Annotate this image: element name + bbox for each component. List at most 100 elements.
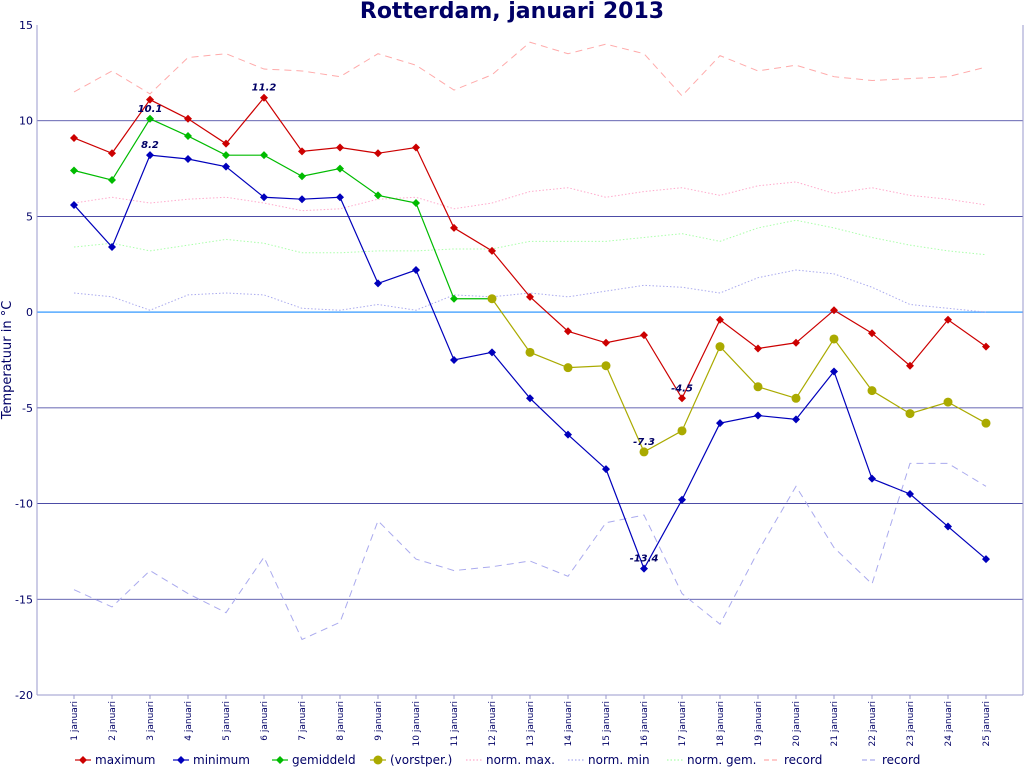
x-tick-label: 14 januari [564,701,574,746]
series-line-vorstper [491,298,987,453]
data-point-minimum [906,490,914,498]
data-point-vorstper [943,397,953,407]
x-tick-label: 10 januari [412,701,422,746]
x-tick-label: 23 januari [906,701,916,746]
y-tick-labels: 15 10 5 0 -5 -10 -15 -20 [15,19,33,702]
data-point-maximum [640,331,648,340]
legend-item-vorstper[interactable]: (vorstper.) [370,753,452,767]
x-tick-label: 20 januari [792,701,802,746]
legend-item-minimum[interactable]: minimum [173,753,250,767]
data-point-minimum [678,495,686,504]
legend-swatch-marker [276,756,284,764]
data-point-gemiddeld [108,176,116,185]
series-line-normmin [73,269,987,313]
legend-item-normmax[interactable]: norm. max. [466,753,555,767]
data-point-minimum [754,411,762,420]
data-point-minimum [260,193,268,202]
x-tick-label: 16 januari [640,701,650,746]
data-point-minimum [640,564,648,573]
data-point-maximum [868,329,876,338]
data-point-maximum [564,327,572,336]
y-tick-label: -20 [15,689,33,702]
x-tick-label: 13 januari [526,701,536,746]
series-line-minimum [73,154,987,571]
data-point-vorstper [525,347,535,357]
y-tick-label: 5 [26,210,33,223]
data-point-maximum [944,315,952,324]
x-tick-label: 21 januari [830,701,840,746]
data-point-gemiddeld [412,199,420,208]
data-labels: 10.1 11.2 8.2 -4.5 -7.3 -13.4 [138,83,693,565]
legend-item-recordmin[interactable]: record [862,753,920,767]
series-line-recordmax [73,41,987,97]
data-point-minimum [412,266,420,275]
data-point-minimum [336,193,344,202]
legend-item-normmin[interactable]: norm. min [568,753,650,767]
data-point-vorstper [791,393,801,403]
series-line-normmax [73,181,987,212]
legend-label: norm. max. [486,753,555,767]
legend-label: gemiddeld [292,753,356,767]
legend-label: maximum [95,753,155,767]
series-line-gemiddeld [73,118,492,300]
data-point-maximum [298,147,306,156]
y-tick-label: 0 [26,306,33,319]
x-tick-label: 17 januari [678,701,688,746]
data-point-minimum [184,155,192,163]
data-point-minimum [108,243,116,252]
y-tick-label: -15 [15,593,33,606]
legend-label: record [882,753,920,767]
data-point-minimum [298,195,306,204]
x-tick-label: 5 januari [222,701,232,741]
data-point-gemiddeld [70,166,78,175]
data-point-minimum [792,415,800,424]
data-point-minimum [602,465,610,474]
data-point-minimum [488,348,496,357]
data-point-minimum [526,394,534,403]
data-point-maximum [830,306,838,315]
data-point-gemiddeld [298,172,306,181]
data-label: -7.3 [633,437,655,448]
data-point-minimum [450,356,458,364]
series-line-recordmin [73,462,987,641]
x-tick-label: 12 januari [488,701,498,746]
x-tick-label: 18 januari [716,701,726,746]
y-tick-label: -10 [15,498,33,511]
y-axis-label: Temperatuur in °C [0,301,15,421]
x-tick-label: 4 januari [184,701,194,741]
data-point-minimum [982,555,990,564]
x-tick-label: 2 januari [108,701,118,741]
legend-swatch-marker [177,756,185,764]
data-point-vorstper [905,409,915,419]
x-tick-labels: 1 januari 2 januari 3 januari 4 januari 5 ja… [70,701,992,746]
data-point-vorstper [487,294,497,304]
data-label: -13.4 [630,554,659,565]
legend-item-maximum[interactable]: maximum [75,753,155,767]
data-point-maximum [678,394,686,403]
series-recordmax [73,41,987,97]
data-point-maximum [222,139,230,148]
data-point-gemiddeld [222,151,230,160]
series-gemiddeld [70,114,496,303]
legend-item-recordmax[interactable]: record [764,753,822,767]
x-tick-label: 22 januari [868,701,878,746]
data-point-maximum [374,149,382,158]
series-group [70,41,991,641]
series-maximum [70,93,990,403]
data-label: -4.5 [671,383,693,394]
data-point-minimum [944,522,952,531]
axes [36,25,1024,699]
legend-item-normgem[interactable]: norm. gem. [667,753,757,767]
series-minimum [70,151,990,573]
data-point-vorstper [563,363,573,373]
data-point-minimum [564,430,572,439]
data-point-gemiddeld [374,191,382,200]
series-vorstper [487,294,991,457]
grid-lines [37,120,1023,600]
data-label: 8.2 [141,140,159,151]
data-point-maximum [526,292,534,301]
data-point-maximum [70,133,78,142]
legend-item-gemiddeld[interactable]: gemiddeld [272,753,356,767]
x-tick-label: 19 januari [754,701,764,746]
